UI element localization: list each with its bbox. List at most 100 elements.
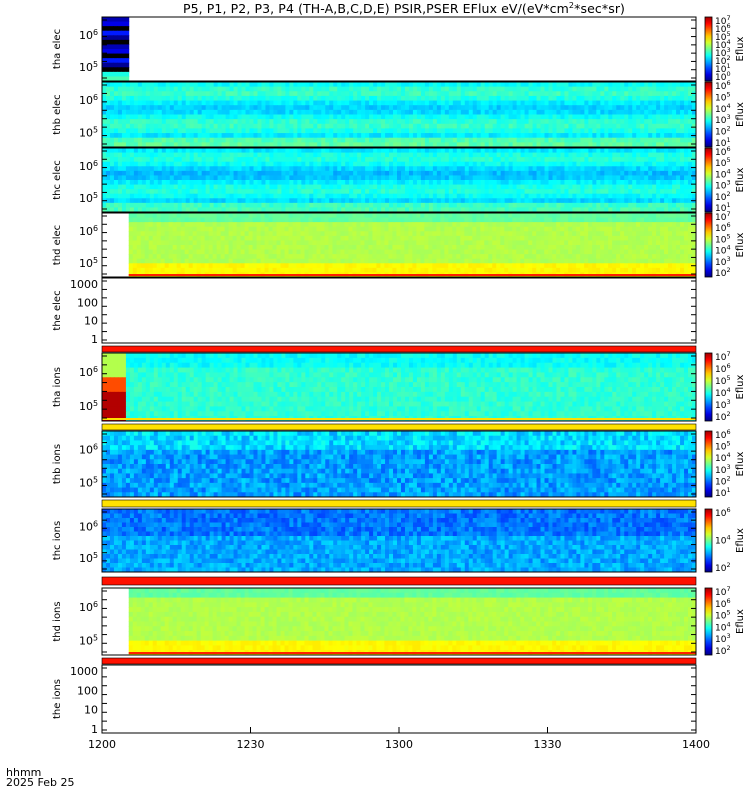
heatmap-cell [162,101,166,106]
heatmap-cell [465,133,469,138]
heatmap-cell [545,185,549,190]
heatmap-cell [289,91,293,96]
heatmap-cell [281,198,285,203]
heatmap-cell [281,96,285,101]
heatmap-cell [114,110,118,115]
heatmap-cell [325,133,329,138]
heatmap-cell [373,198,377,203]
heatmap-cell [529,162,533,167]
heatmap-cell [401,180,405,185]
heatmap-cell [636,175,640,180]
heatmap-cell [525,175,529,180]
heatmap-cell [640,189,644,194]
heatmap-cell [102,63,106,68]
heatmap-cell [676,133,680,138]
heatmap-cell [261,110,265,115]
heatmap-cell [201,227,205,232]
heatmap-cell [230,166,234,171]
heatmap-cell [174,101,178,106]
heatmap-cell [218,82,222,87]
heatmap-cell [352,227,356,232]
heatmap-cell [404,222,408,227]
heatmap-cell [656,222,660,227]
heatmap-cell [301,138,305,143]
heatmap-cell [352,222,356,227]
heatmap-cell [421,82,425,87]
heatmap-cell [465,171,469,176]
heatmap-cell [412,218,416,223]
heatmap-cell [457,175,461,180]
heatmap-cell [572,96,576,101]
heatmap-cell [373,166,377,171]
heatmap-cell [389,119,393,124]
heatmap-cell [106,119,110,124]
heatmap-cell [130,157,134,162]
heatmap-cell [149,218,153,223]
heatmap-cell [385,138,389,143]
heatmap-cell [552,133,556,138]
heatmap-cell [297,148,301,153]
heatmap-cell [529,171,533,176]
heatmap-cell [218,175,222,180]
heatmap-cell [377,203,381,208]
heatmap-cell [170,198,174,203]
heatmap-cell [429,148,433,153]
heatmap-cell [178,124,182,129]
heatmap-cell [198,194,202,199]
heatmap-cell [525,133,529,138]
heatmap-cell [592,110,596,115]
heatmap-cell [680,218,684,223]
heatmap-cell [413,128,417,133]
heatmap-cell [226,82,230,87]
heatmap-cell [301,227,305,232]
heatmap-cell [525,105,529,110]
heatmap-cell [233,213,237,218]
heatmap-cell [309,124,313,129]
heatmap-cell [226,166,230,171]
heatmap-cell [512,222,516,227]
heatmap-cell [341,115,345,120]
heatmap-cell [608,213,612,218]
heatmap-cell [616,87,620,92]
heatmap-cell [122,87,126,92]
heatmap-cell [644,91,648,96]
heatmap-cell [640,87,644,92]
heatmap-cell [190,110,194,115]
heatmap-cell [421,119,425,124]
heatmap-cell [117,44,121,49]
heatmap-cell [182,153,186,158]
heatmap-cell [321,91,325,96]
heatmap-cell [178,133,182,138]
heatmap-cell [413,180,417,185]
heatmap-cell [588,128,592,133]
heatmap-cell [497,101,501,106]
heatmap-cell [210,162,214,167]
heatmap-cell [297,180,301,185]
heatmap-cell [485,180,489,185]
heatmap-cell [453,91,457,96]
heatmap-cell [529,185,533,190]
heatmap-cell [205,213,209,218]
heatmap-cell [361,171,365,176]
heatmap-cell [604,153,608,158]
heatmap-cell [409,128,413,133]
heatmap-cell [461,175,465,180]
heatmap-cell [257,222,261,227]
heatmap-cell [496,222,500,227]
heatmap-cell [321,198,325,203]
heatmap-cell [429,124,433,129]
heatmap-cell [453,162,457,167]
heatmap-cell [214,105,218,110]
heatmap-cell [452,218,456,223]
heatmap-cell [413,101,417,106]
heatmap-cell [592,194,596,199]
heatmap-cell [433,171,437,176]
heatmap-cell [130,185,134,190]
heatmap-cell [392,231,396,236]
heatmap-cell [186,82,190,87]
heatmap-cell [114,180,118,185]
heatmap-cell [580,82,584,87]
heatmap-cell [592,105,596,110]
heatmap-cell [517,96,521,101]
heatmap-cell [273,91,277,96]
